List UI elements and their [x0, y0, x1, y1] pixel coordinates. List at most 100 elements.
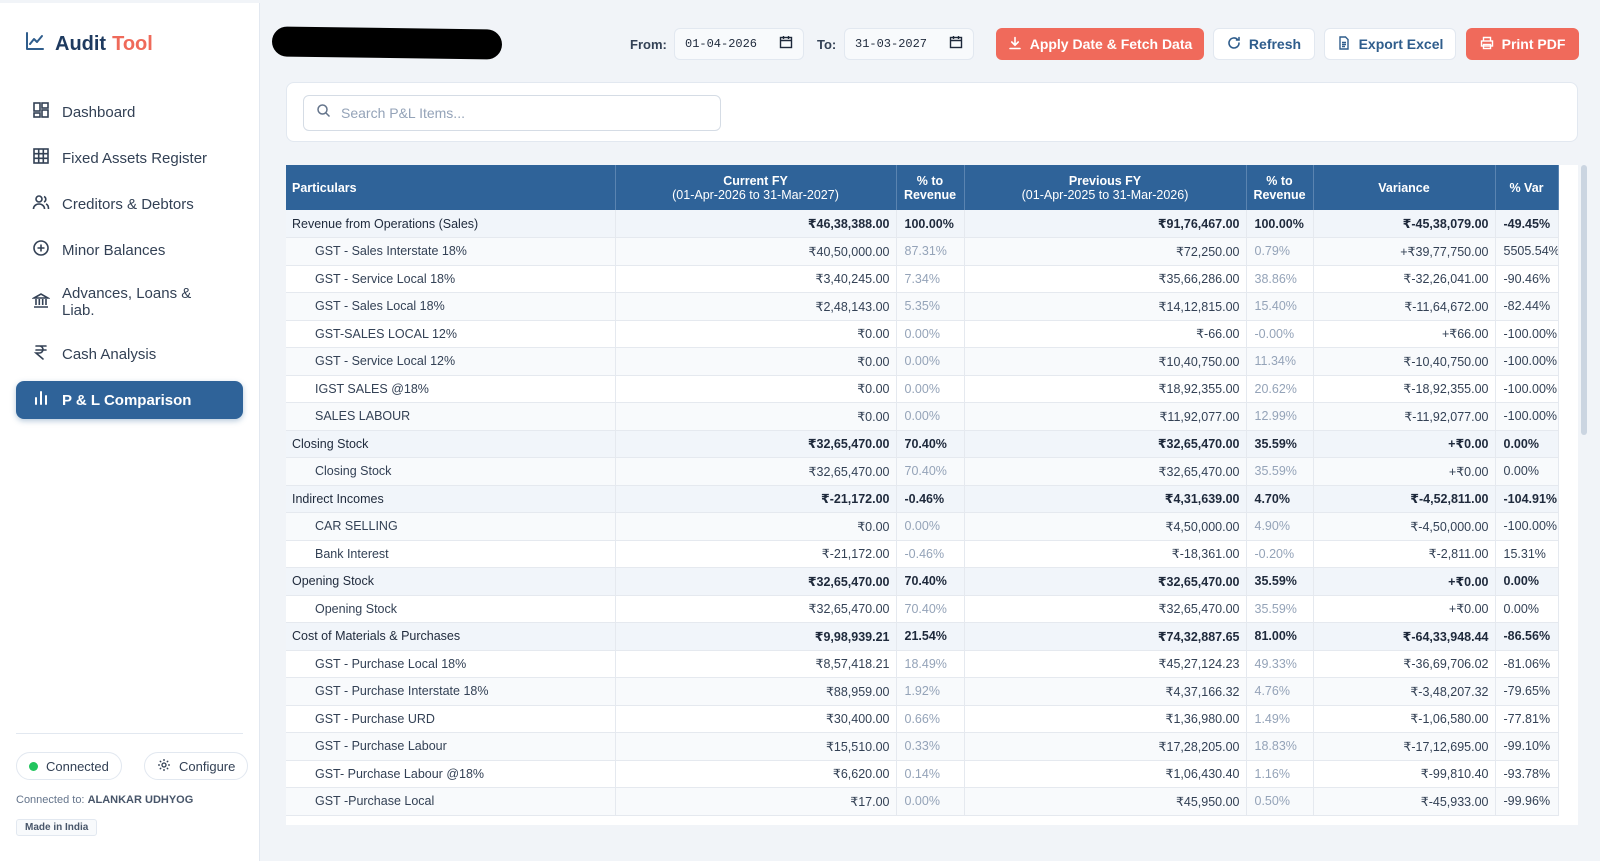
cell-previous-pct: 35.59% — [1246, 430, 1314, 458]
configure-button[interactable]: Configure — [144, 752, 249, 780]
refresh-icon — [1227, 36, 1241, 53]
sidebar-item-minor-balances[interactable]: Minor Balances — [16, 231, 243, 269]
cell-particular: Opening Stock — [286, 595, 616, 623]
cell-previous-pct: 4.70% — [1246, 485, 1314, 513]
cell-current-pct: 0.00% — [896, 512, 965, 541]
sidebar-item-label: Dashboard — [62, 103, 136, 121]
table-scrollbar[interactable] — [1581, 165, 1587, 435]
to-date-input[interactable]: 31-03-2027 — [844, 28, 974, 60]
sidebar-item-label: P & L Comparison — [62, 391, 192, 409]
table-row[interactable]: GST - Service Local 18% ₹3,40,245.00 7.34%… — [286, 265, 1559, 293]
apply-date-label: Apply Date & Fetch Data — [1029, 36, 1193, 52]
brand[interactable]: Audit Tool — [25, 31, 153, 57]
cell-current-amount: ₹2,48,143.00 — [615, 292, 897, 321]
cell-particular: IGST SALES @18% — [286, 375, 616, 403]
sidebar-item-cash-analysis[interactable]: Cash Analysis — [16, 335, 243, 373]
printer-icon — [1480, 36, 1494, 53]
table-group-row[interactable]: Closing Stock ₹32,65,470.00 70.40% ₹32,65,4… — [286, 430, 1559, 458]
refresh-button[interactable]: Refresh — [1213, 28, 1315, 60]
cell-current-pct: 0.33% — [896, 732, 965, 761]
cell-previous-pct: 15.40% — [1246, 292, 1314, 321]
table-row[interactable]: GST - Sales Local 18% ₹2,48,143.00 5.35% ₹1… — [286, 292, 1559, 321]
download-icon — [1008, 36, 1022, 53]
cell-previous-amount: ₹11,92,077.00 — [964, 402, 1247, 431]
cell-current-amount: ₹6,620.00 — [615, 760, 897, 788]
col-variance[interactable]: Variance — [1313, 165, 1496, 210]
col-previous-fy[interactable]: Previous FY (01-Apr-2025 to 31-Mar-2026) — [964, 165, 1247, 210]
table-row[interactable]: Opening Stock ₹32,65,470.00 70.40% ₹32,65,4… — [286, 595, 1559, 623]
sidebar-item-dashboard[interactable]: Dashboard — [16, 93, 243, 131]
cell-previous-pct: 18.83% — [1246, 732, 1314, 761]
cell-current-amount: ₹32,65,470.00 — [615, 457, 897, 486]
cell-previous-pct: 81.00% — [1246, 622, 1314, 651]
cell-current-pct: 70.40% — [896, 430, 965, 458]
col-particulars[interactable]: Particulars — [286, 165, 616, 210]
connection-status[interactable]: Connected — [16, 752, 122, 780]
cell-variance-pct: 15.31% — [1495, 540, 1559, 568]
table-row[interactable]: GST - Purchase URD ₹30,400.00 0.66% ₹1,36,9… — [286, 705, 1559, 733]
col-previous-fy-range: (01-Apr-2025 to 31-Mar-2026) — [1021, 187, 1189, 202]
cell-variance: ₹-4,50,000.00 — [1313, 512, 1496, 541]
refresh-label: Refresh — [1248, 36, 1302, 52]
to-label: To: — [817, 37, 837, 52]
table-row[interactable]: GST- Purchase Labour @18% ₹6,620.00 0.14% ₹… — [286, 760, 1559, 788]
table-row[interactable]: Bank Interest ₹-21,172.00 -0.46% ₹-18,361.0… — [286, 540, 1559, 568]
col-current-fy[interactable]: Current FY (01-Apr-2026 to 31-Mar-2027) — [615, 165, 897, 210]
table-group-row[interactable]: Revenue from Operations (Sales) ₹46,38,38… — [286, 210, 1559, 238]
table-row[interactable]: GST-SALES LOCAL 12% ₹0.00 0.00% ₹-66.00 -0.0… — [286, 320, 1559, 348]
sidebar-item-advances-loans[interactable]: Advances, Loans & Liab. — [16, 277, 243, 327]
cell-current-pct: 70.40% — [896, 595, 965, 623]
cell-variance: +₹0.00 — [1313, 595, 1496, 623]
cell-variance-pct: -79.65% — [1495, 677, 1559, 706]
calendar-icon — [779, 35, 793, 53]
cell-previous-amount: ₹32,65,470.00 — [964, 595, 1247, 623]
cell-current-pct: 5.35% — [896, 292, 965, 321]
bank-icon — [30, 291, 52, 313]
sidebar-item-fixed-assets[interactable]: Fixed Assets Register — [16, 139, 243, 177]
table-row[interactable]: GST - Purchase Local 18% ₹8,57,418.21 18.4… — [286, 650, 1559, 678]
search-box[interactable] — [303, 95, 721, 131]
cell-previous-amount: ₹4,31,639.00 — [964, 485, 1247, 513]
cell-current-pct: 87.31% — [896, 237, 965, 266]
table-row[interactable]: GST - Sales Interstate 18% ₹40,50,000.00 8… — [286, 237, 1559, 266]
table-group-row[interactable]: Opening Stock ₹32,65,470.00 70.40% ₹32,65,4… — [286, 567, 1559, 596]
cell-variance-pct: -81.06% — [1495, 650, 1559, 678]
table-row[interactable]: GST - Purchase Labour ₹15,510.00 0.33% ₹17,… — [286, 732, 1559, 761]
cell-variance-pct: -93.78% — [1495, 760, 1559, 788]
cell-previous-pct: 4.90% — [1246, 512, 1314, 541]
sidebar-item-creditors-debtors[interactable]: Creditors & Debtors — [16, 185, 243, 223]
cell-particular: GST -Purchase Local — [286, 787, 616, 816]
sidebar-item-pl-comparison[interactable]: P & L Comparison — [16, 381, 243, 419]
cell-previous-pct: 35.59% — [1246, 595, 1314, 623]
cell-previous-pct: 1.49% — [1246, 705, 1314, 733]
cell-current-pct: 7.34% — [896, 265, 965, 293]
cell-current-amount: ₹32,65,470.00 — [615, 430, 897, 458]
cell-previous-amount: ₹32,65,470.00 — [964, 567, 1247, 596]
cell-previous-amount: ₹-18,361.00 — [964, 540, 1247, 568]
col-current-pct[interactable]: % to Revenue — [896, 165, 965, 210]
chart-line-icon — [25, 31, 45, 57]
table-row[interactable]: SALES LABOUR ₹0.00 0.00% ₹11,92,077.00 12.99… — [286, 402, 1559, 431]
pl-table-container[interactable]: Particulars Current FY (01-Apr-2026 to 3… — [286, 165, 1578, 825]
col-previous-pct[interactable]: % to Revenue — [1246, 165, 1314, 210]
search-input[interactable] — [341, 105, 708, 121]
from-date-input[interactable]: 01-04-2026 — [674, 28, 804, 60]
table-group-row[interactable]: Indirect Incomes ₹-21,172.00 -0.46% ₹4,31,6… — [286, 485, 1559, 513]
table-group-row[interactable]: Cost of Materials & Purchases ₹9,98,939.2… — [286, 622, 1559, 651]
cell-previous-pct: 1.16% — [1246, 760, 1314, 788]
search-card — [286, 82, 1578, 142]
table-row[interactable]: IGST SALES @18% ₹0.00 0.00% ₹18,92,355.00 20… — [286, 375, 1559, 403]
table-row[interactable]: GST - Purchase Interstate 18% ₹88,959.00 1… — [286, 677, 1559, 706]
table-row[interactable]: GST - Service Local 12% ₹0.00 0.00% ₹10,40,… — [286, 347, 1559, 376]
export-excel-button[interactable]: Export Excel — [1324, 28, 1456, 60]
cell-current-pct: 0.00% — [896, 375, 965, 403]
from-date-value: 01-04-2026 — [685, 37, 758, 51]
table-row[interactable]: GST -Purchase Local ₹17.00 0.00% ₹45,950.00… — [286, 787, 1559, 816]
cell-current-amount: ₹32,65,470.00 — [615, 567, 897, 596]
table-row[interactable]: Closing Stock ₹32,65,470.00 70.40% ₹32,65,4… — [286, 457, 1559, 486]
bar-chart-icon — [32, 389, 50, 411]
apply-date-button[interactable]: Apply Date & Fetch Data — [996, 28, 1204, 60]
print-pdf-button[interactable]: Print PDF — [1466, 28, 1579, 60]
table-row[interactable]: CAR SELLING ₹0.00 0.00% ₹4,50,000.00 4.90% ₹-… — [286, 512, 1559, 541]
col-pct-var[interactable]: % Var — [1495, 165, 1559, 210]
